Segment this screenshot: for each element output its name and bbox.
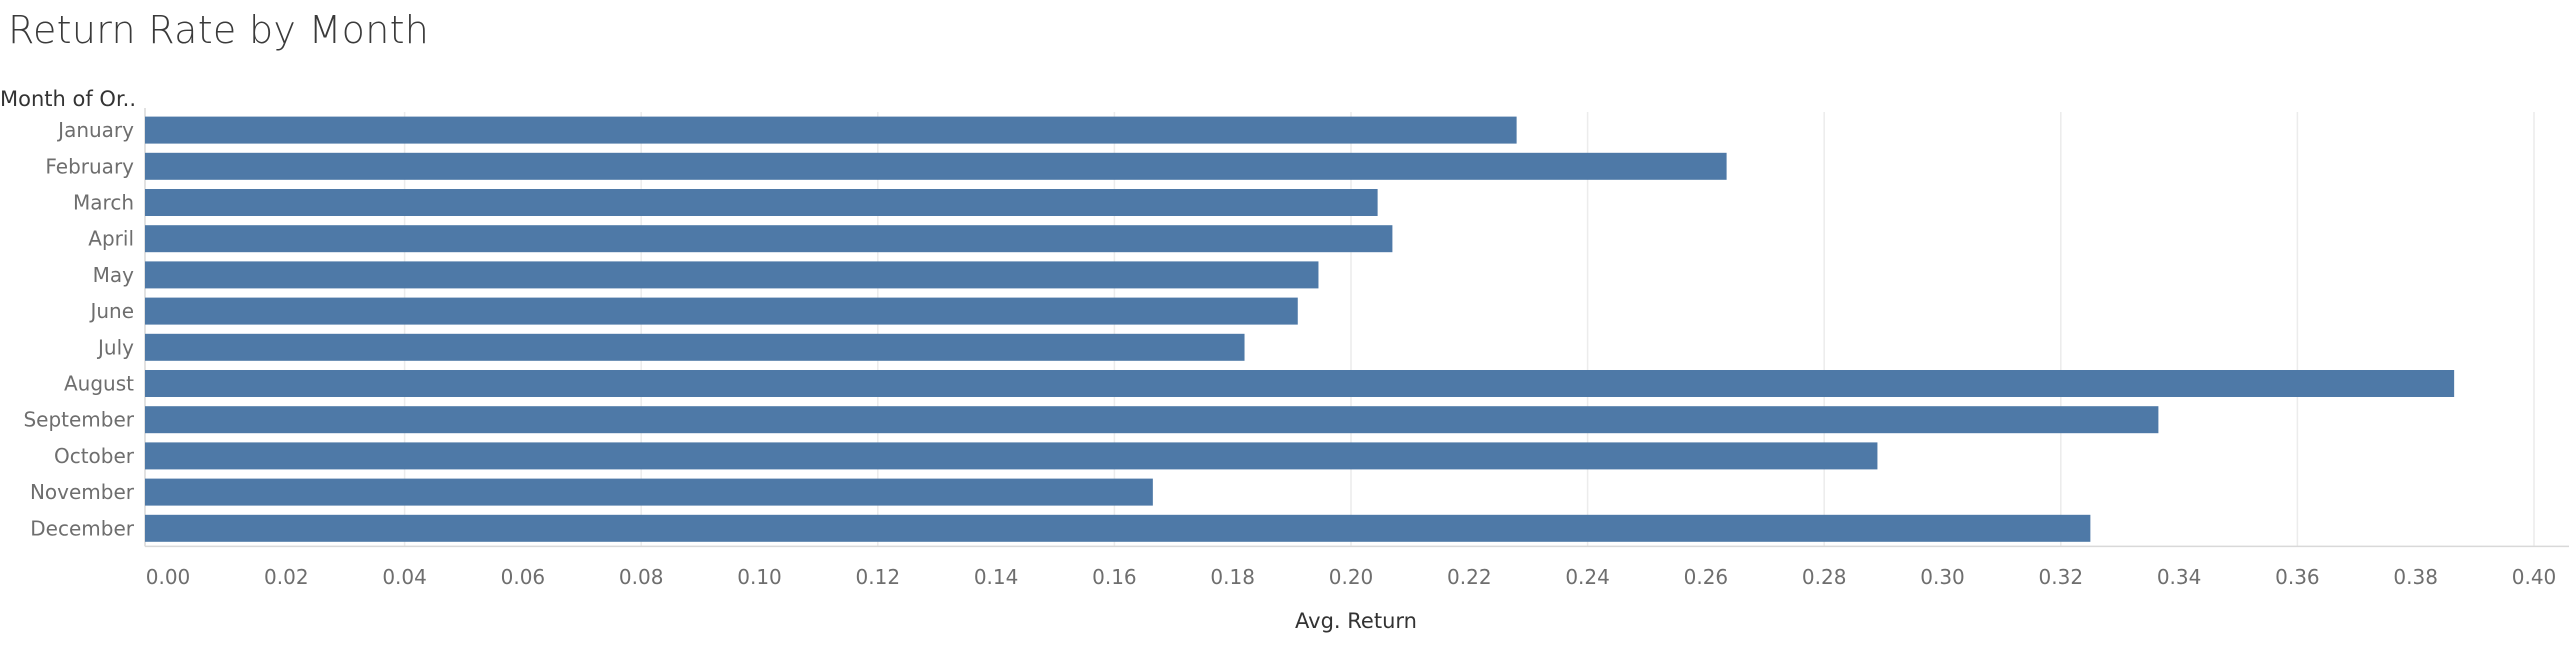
x-tick-label: 0.16 xyxy=(1092,565,1137,589)
category-label: April xyxy=(88,227,134,251)
gridlines xyxy=(144,108,2569,548)
x-tick-label: 0.20 xyxy=(1329,565,1374,589)
x-tick-label: 0.26 xyxy=(1684,565,1729,589)
category-label: August xyxy=(64,372,134,396)
bar-november[interactable] xyxy=(145,478,1153,506)
x-tick-label: 0.02 xyxy=(264,565,309,589)
x-tick-label: 0.18 xyxy=(1210,565,1255,589)
x-tick-label: 0.24 xyxy=(1565,565,1610,589)
x-tick-label: 0.36 xyxy=(2275,565,2320,589)
category-label: September xyxy=(23,408,134,432)
x-tick-label: 0.30 xyxy=(1920,565,1965,589)
x-tick-label: 0.04 xyxy=(382,565,427,589)
bar-august[interactable] xyxy=(145,370,2455,397)
x-tick-label: 0.40 xyxy=(2512,565,2557,589)
bar-december[interactable] xyxy=(145,514,2091,542)
x-tick-label: 0.38 xyxy=(2393,565,2438,589)
category-label: November xyxy=(30,480,135,504)
x-tick-label: 0.28 xyxy=(1802,565,1847,589)
bar-february[interactable] xyxy=(145,152,1727,180)
x-tick-label: 0.12 xyxy=(856,565,901,589)
category-label: July xyxy=(96,335,134,359)
x-tick-label: 0.00 xyxy=(146,565,191,589)
category-label: October xyxy=(54,444,135,468)
category-label: January xyxy=(56,118,134,142)
x-tick-label: 0.10 xyxy=(737,565,782,589)
x-tick-label: 0.14 xyxy=(974,565,1019,589)
x-tick-label: 0.32 xyxy=(2039,565,2084,589)
x-tick-label: 0.34 xyxy=(2157,565,2202,589)
bars xyxy=(145,116,2455,542)
row-header: Month of Or.. xyxy=(0,87,136,111)
bar-march[interactable] xyxy=(145,189,1378,216)
bar-october[interactable] xyxy=(145,442,1878,470)
bar-july[interactable] xyxy=(145,333,1245,361)
x-tick-labels: 0.00 0.02 0.04 0.06 0.08 0.10 0.12 0.14 0.16 0.18… xyxy=(146,565,2557,589)
x-axis-title: Avg. Return xyxy=(1295,609,1417,633)
category-labels: January February March April May June July Augu… xyxy=(23,118,134,540)
x-tick-label: 0.08 xyxy=(619,565,664,589)
x-tick-label: 0.06 xyxy=(501,565,546,589)
x-tick-label: 0.22 xyxy=(1447,565,1492,589)
category-label: May xyxy=(93,263,135,287)
chart-title: Return Rate by Month xyxy=(8,8,430,52)
bar-may[interactable] xyxy=(145,261,1319,289)
category-label: March xyxy=(73,191,134,215)
bar-june[interactable] xyxy=(145,297,1298,325)
category-label: February xyxy=(45,154,134,178)
bar-january[interactable] xyxy=(145,116,1517,144)
category-label: June xyxy=(88,299,134,323)
bar-september[interactable] xyxy=(145,406,2159,434)
category-label: December xyxy=(30,516,134,540)
bar-april[interactable] xyxy=(145,225,1393,253)
